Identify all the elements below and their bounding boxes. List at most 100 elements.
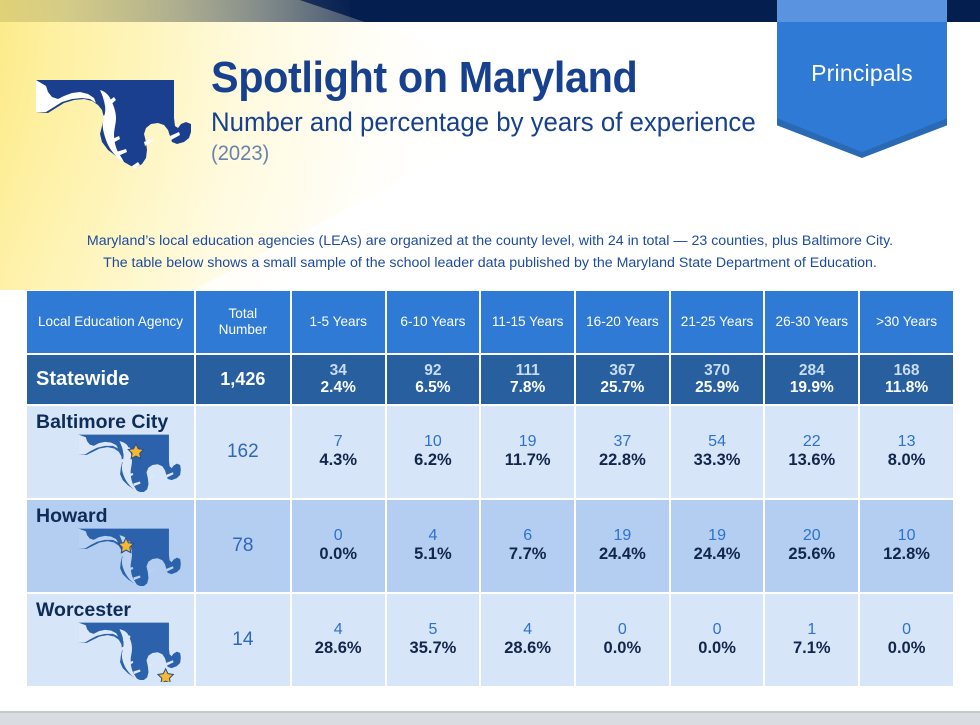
count-value: 168 bbox=[893, 361, 920, 379]
count-value: 54 bbox=[708, 432, 726, 450]
page-title: Spotlight on Maryland bbox=[211, 53, 638, 102]
data-cell-6-10: 5 35.7% bbox=[386, 594, 480, 686]
lea-name: Howard bbox=[36, 505, 108, 527]
percent-value: 4.3% bbox=[319, 451, 357, 470]
count-value: 5 bbox=[428, 620, 438, 638]
count-value: 370 bbox=[704, 361, 731, 379]
data-cell-1-5: 7 4.3% bbox=[291, 406, 385, 498]
total-header-line2: Number bbox=[218, 322, 267, 337]
role-ribbon-banner: Principals bbox=[777, 0, 947, 158]
statewide-cell-6-10: 92 6.5% bbox=[386, 355, 480, 404]
count-value: 6 bbox=[523, 526, 533, 544]
page-subtitle: Number and percentage by years of experi… bbox=[211, 106, 756, 137]
percent-value: 28.6% bbox=[504, 639, 552, 658]
statewide-cell-1-5: 34 2.4% bbox=[291, 355, 385, 404]
lea-cell: Worcester bbox=[27, 594, 194, 686]
data-cell-26-30: 20 25.6% bbox=[765, 500, 859, 592]
data-cell-1-5: 0 0.0% bbox=[291, 500, 385, 592]
count-value: 92 bbox=[424, 361, 442, 379]
column-header-over-30-years: >30 Years bbox=[860, 291, 953, 353]
intro-paragraph: Maryland’s local education agencies (LEA… bbox=[0, 230, 980, 274]
statewide-cell-21-25: 370 25.9% bbox=[670, 355, 764, 404]
maryland-map-star-worcester-icon bbox=[76, 616, 184, 685]
column-header-26-30-years: 26-30 Years bbox=[765, 291, 859, 353]
percent-value: 35.7% bbox=[409, 639, 457, 658]
percent-value: 24.4% bbox=[598, 545, 646, 564]
lea-name: Baltimore City bbox=[36, 411, 169, 433]
count-value: 7 bbox=[333, 432, 343, 450]
maryland-state-outline-icon bbox=[34, 66, 194, 171]
percent-value: 0.0% bbox=[319, 545, 357, 564]
percent-value: 6.5% bbox=[415, 378, 451, 396]
count-value: 22 bbox=[802, 432, 821, 450]
count-value: 10 bbox=[424, 432, 442, 450]
data-cell-11-15: 4 28.6% bbox=[481, 594, 574, 686]
table-header-row: Local Education Agency Total Number 1-5 … bbox=[27, 291, 953, 353]
data-cell-6-10: 10 6.2% bbox=[386, 406, 480, 498]
count-value: 13 bbox=[897, 432, 916, 450]
column-header-16-20-years: 16-20 Years bbox=[576, 291, 669, 353]
percent-value: 0.0% bbox=[698, 639, 736, 658]
count-value: 4 bbox=[333, 620, 343, 638]
count-value: 0 bbox=[617, 620, 627, 638]
count-value: 10 bbox=[897, 526, 916, 544]
count-value: 20 bbox=[802, 526, 821, 544]
statewide-cell-16-20: 367 25.7% bbox=[576, 355, 669, 404]
count-value: 19 bbox=[518, 432, 537, 450]
count-value: 111 bbox=[515, 361, 540, 379]
column-header-6-10-years: 6-10 Years bbox=[386, 291, 480, 353]
percent-value: 22.8% bbox=[598, 451, 646, 470]
percent-value: 8.0% bbox=[887, 451, 926, 470]
data-cell-21-25: 54 33.3% bbox=[670, 406, 764, 498]
count-value: 19 bbox=[613, 526, 632, 544]
percent-value: 25.9% bbox=[695, 378, 740, 396]
table-row: Howard bbox=[27, 500, 953, 592]
experience-data-table: Local Education Agency Total Number 1-5 … bbox=[25, 289, 955, 688]
data-cell-6-10: 4 5.1% bbox=[386, 500, 480, 592]
percent-value: 0.0% bbox=[887, 639, 926, 658]
table-row: Worcester bbox=[27, 594, 953, 686]
statewide-total: 1,426 bbox=[195, 355, 290, 404]
lea-cell: Howard bbox=[27, 500, 194, 592]
percent-value: 7.1% bbox=[792, 639, 831, 658]
intro-line-2: The table below shows a small sample of … bbox=[103, 255, 877, 271]
data-cell-26-30: 22 13.6% bbox=[765, 406, 859, 498]
count-value: 0 bbox=[902, 620, 912, 638]
percent-value: 13.6% bbox=[788, 451, 836, 470]
table-row-statewide: Statewide 1,426 34 2.4% 92 6.5% 111 7.8%… bbox=[27, 355, 953, 404]
intro-line-1: Maryland’s local education agencies (LEA… bbox=[86, 233, 894, 249]
percent-value: 25.7% bbox=[600, 378, 645, 396]
percent-value: 2.4% bbox=[320, 378, 356, 396]
statewide-cell-over-30: 168 11.8% bbox=[860, 355, 953, 404]
column-header-21-25-years: 21-25 Years bbox=[670, 291, 764, 353]
data-cell-11-15: 6 7.7% bbox=[481, 500, 574, 592]
data-cell-11-15: 19 11.7% bbox=[481, 406, 574, 498]
column-header-1-5-years: 1-5 Years bbox=[291, 291, 385, 353]
percent-value: 5.1% bbox=[414, 545, 452, 564]
page-year: (2023) bbox=[211, 142, 270, 166]
lea-cell: Baltimore City bbox=[27, 406, 194, 498]
data-cell-over-30: 0 0.0% bbox=[860, 594, 953, 686]
data-cell-over-30: 10 12.8% bbox=[860, 500, 953, 592]
data-cell-over-30: 13 8.0% bbox=[860, 406, 953, 498]
column-header-total: Total Number bbox=[195, 291, 290, 353]
percent-value: 19.9% bbox=[789, 378, 834, 396]
data-cell-16-20: 0 0.0% bbox=[576, 594, 669, 686]
data-cell-21-25: 0 0.0% bbox=[670, 594, 764, 686]
maryland-map-star-baltimore-city-icon bbox=[76, 428, 184, 494]
count-value: 4 bbox=[428, 526, 438, 544]
data-cell-16-20: 37 22.8% bbox=[576, 406, 669, 498]
count-value: 0 bbox=[333, 526, 343, 544]
data-cell-21-25: 19 24.4% bbox=[670, 500, 764, 592]
header-title-block: Spotlight on Maryland Number and percent… bbox=[211, 53, 781, 166]
data-cell-1-5: 4 28.6% bbox=[291, 594, 385, 686]
statewide-label: Statewide bbox=[27, 355, 194, 404]
bottom-gray-strip bbox=[0, 711, 980, 725]
lea-total: 78 bbox=[195, 500, 290, 592]
column-header-11-15-years: 11-15 Years bbox=[481, 291, 574, 353]
total-header-line1: Total bbox=[228, 305, 258, 321]
statewide-cell-11-15: 111 7.8% bbox=[481, 355, 574, 404]
count-value: 0 bbox=[712, 620, 722, 638]
data-cell-26-30: 1 7.1% bbox=[765, 594, 859, 686]
percent-value: 28.6% bbox=[314, 639, 362, 658]
